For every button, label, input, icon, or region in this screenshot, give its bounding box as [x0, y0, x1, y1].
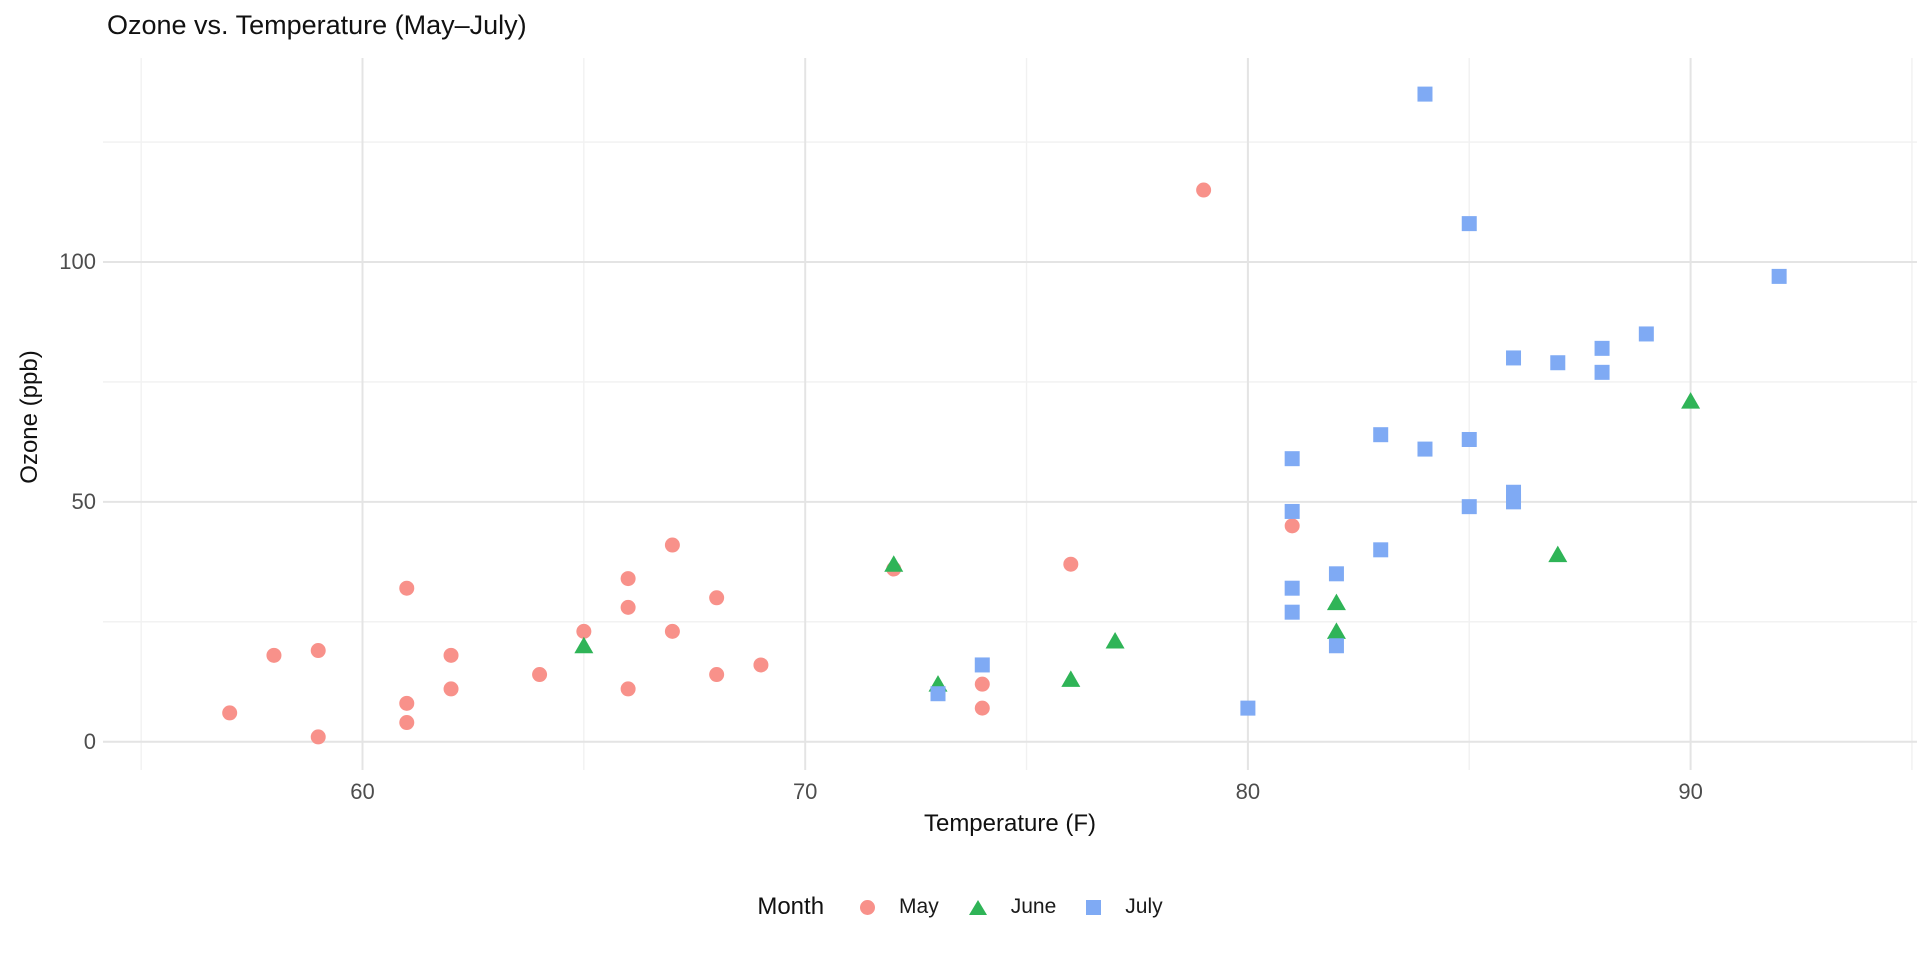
y-axis-title: Ozone (ppb) [16, 350, 43, 484]
data-point-july [1461, 431, 1477, 447]
data-point-may [1063, 556, 1079, 572]
july-square-icon [1086, 899, 1102, 915]
x-tick-label: 60 [350, 779, 375, 804]
data-point-may [709, 590, 725, 606]
y-tick-label: 100 [59, 249, 96, 274]
data-point-july [1594, 364, 1610, 380]
data-point-may [443, 647, 459, 663]
data-point-may [709, 667, 725, 683]
data-point-june [1326, 622, 1346, 639]
data-point-june [1548, 545, 1568, 563]
data-point-may [310, 729, 326, 745]
data-point-july [1328, 638, 1344, 654]
data-point-july [1417, 86, 1433, 102]
data-point-may [1284, 518, 1300, 534]
legend-title: Month [757, 893, 825, 920]
data-point-may [222, 705, 238, 721]
data-point-may [443, 681, 459, 697]
legend-item-may: May [860, 895, 939, 919]
data-point-july [974, 657, 990, 673]
data-point-july [1550, 355, 1566, 371]
data-point-may [266, 647, 282, 663]
data-point-may [664, 623, 680, 639]
legend-label-june: June [1010, 895, 1057, 918]
data-point-july [1284, 604, 1300, 620]
data-point-july [1417, 441, 1433, 457]
data-point-may [620, 571, 636, 587]
data-point-june [884, 555, 904, 572]
data-point-may [1196, 182, 1212, 198]
data-point-july [1771, 268, 1787, 284]
may-circle-icon [860, 899, 876, 915]
y-tick-label: 50 [71, 488, 96, 514]
data-point-july [1461, 499, 1477, 515]
data-point-july [1373, 427, 1389, 443]
y-tick-label: 0 [83, 728, 96, 754]
legend-item-july: July [1086, 895, 1163, 919]
june-triangle-icon [968, 899, 987, 915]
data-point-july [1284, 503, 1300, 519]
x-tick-label: 90 [1678, 779, 1703, 804]
data-point-june [1105, 631, 1125, 649]
data-point-may [664, 537, 680, 553]
data-point-may [310, 643, 326, 659]
legend-label-may: May [899, 895, 939, 918]
data-point-may [576, 623, 592, 639]
data-point-may [620, 599, 636, 615]
data-point-may [399, 580, 415, 596]
data-point-june [574, 636, 594, 654]
data-point-july [1506, 350, 1522, 366]
data-point-may [399, 695, 415, 711]
x-axis-title: Temperature (F) [923, 810, 1097, 837]
data-point-may [620, 681, 636, 697]
data-point-july [1461, 216, 1477, 232]
data-point-may [399, 715, 415, 731]
data-point-july [1240, 700, 1256, 716]
legend-item-june: June [968, 895, 1057, 919]
data-point-june [1061, 670, 1081, 687]
data-point-may [974, 676, 990, 692]
data-point-july [1594, 340, 1610, 356]
data-point-july [1284, 451, 1300, 467]
data-point-july [1328, 566, 1344, 582]
data-point-july [1506, 484, 1522, 500]
x-tick-label: 70 [792, 779, 818, 804]
legend: Month May June July [0, 893, 1920, 921]
x-tick-label: 80 [1235, 779, 1261, 804]
data-point-july [1284, 580, 1300, 596]
data-point-july [930, 686, 946, 702]
chart-title: Ozone vs. Temperature (May–July) [107, 10, 527, 40]
legend-label-july: July [1125, 895, 1163, 918]
data-point-july [1638, 326, 1654, 342]
data-point-july [1373, 542, 1389, 558]
data-point-june [1326, 593, 1346, 611]
data-point-may [532, 667, 548, 683]
data-point-may [974, 700, 990, 716]
data-point-june [1681, 392, 1701, 409]
data-point-may [753, 657, 769, 673]
